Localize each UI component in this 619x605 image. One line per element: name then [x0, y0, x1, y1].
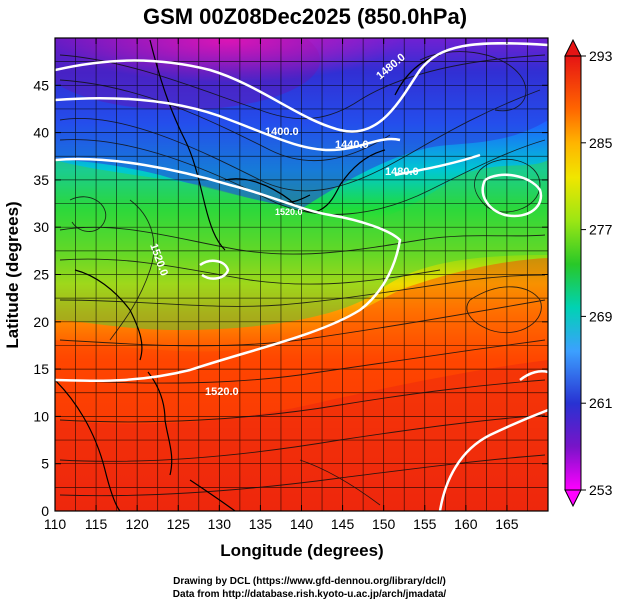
x-tick-label: 165: [495, 516, 519, 532]
y-axis: 0 5 10 15 20 25 30 35 40 45: [33, 77, 548, 519]
y-tick-label: 25: [33, 267, 49, 283]
y-tick-label: 20: [33, 314, 49, 330]
colorbar-body: [564, 55, 582, 491]
contour-label-6: 1520.0: [275, 207, 303, 217]
y-tick-label: 40: [33, 125, 49, 141]
credit-line-1: Drawing by DCL (https://www.gfd-dennou.o…: [173, 576, 446, 587]
contour-label-3: 1480.0: [385, 166, 419, 178]
y-tick-label: 15: [33, 361, 49, 377]
x-tick-label: 110: [44, 516, 67, 532]
contour-label-4: 1520.0: [205, 386, 239, 398]
colorbar-label: 253: [589, 482, 613, 498]
height-contours: [55, 42, 548, 511]
x-axis: 110 115 120 125 130 135 140 145 150 155 160 165: [44, 38, 519, 532]
colorbar-label: 293: [589, 48, 613, 64]
y-tick-label: 0: [41, 503, 49, 519]
chart-title: GSM 00Z08Dec2025 (850.0hPa): [143, 4, 467, 29]
y-tick-label: 5: [41, 456, 49, 472]
x-tick-label: 120: [125, 516, 149, 532]
x-tick-label: 125: [167, 516, 191, 532]
x-tick-label: 160: [454, 516, 478, 532]
y-axis-label: Latitude (degrees): [3, 201, 22, 348]
contour-label-1: 1400.0: [265, 126, 299, 138]
contour-label-2: 1440.0: [335, 139, 369, 151]
streamlines: [59, 51, 546, 506]
colorbar-label: 285: [589, 135, 613, 151]
colorbar-label: 261: [589, 395, 613, 411]
x-tick-label: 130: [208, 516, 232, 532]
x-tick-label: 145: [331, 516, 355, 532]
x-tick-label: 115: [85, 516, 108, 532]
y-tick-label: 30: [33, 219, 49, 235]
y-tick-label: 10: [33, 408, 49, 424]
y-tick-label: 45: [33, 77, 49, 93]
colorbar-top-cap: [564, 38, 582, 57]
coastlines: [55, 39, 441, 511]
x-axis-label: Longitude (degrees): [220, 541, 383, 560]
x-tick-label: 140: [290, 516, 314, 532]
y-tick-label: 35: [33, 172, 49, 188]
colorbar: 293 285 277 269 261 253: [564, 38, 613, 508]
x-tick-label: 150: [372, 516, 396, 532]
colorbar-label: 277: [589, 222, 613, 238]
grid-lines: [55, 38, 548, 511]
colorbar-label: 269: [589, 308, 613, 324]
colorbar-bottom-cap: [564, 489, 582, 508]
plot-area: 1400.0 1440.0 1480.0 1520.0 1520.0 1520.…: [55, 38, 548, 511]
x-tick-label: 155: [413, 516, 437, 532]
x-tick-label: 135: [249, 516, 273, 532]
credit-line-2: Data from http://database.rish.kyoto-u.a…: [172, 589, 447, 600]
